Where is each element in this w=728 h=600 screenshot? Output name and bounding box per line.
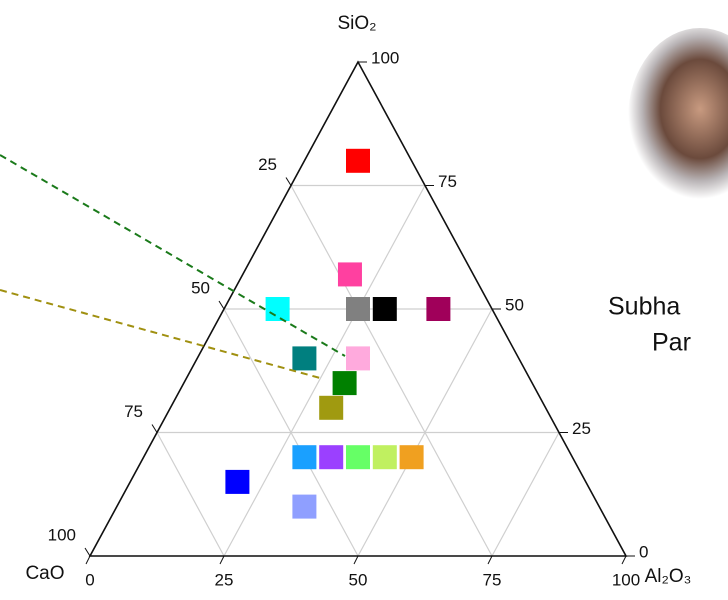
data-point [400, 445, 424, 469]
data-point [225, 470, 249, 494]
tick-label: 75 [483, 570, 502, 589]
grid-line [224, 186, 425, 557]
data-point [266, 297, 290, 321]
data-point [346, 445, 370, 469]
tick-mark [286, 178, 291, 186]
tick-label: 0 [85, 570, 94, 589]
tick-label: 25 [572, 419, 591, 438]
tick-label: 75 [438, 172, 457, 191]
axis-title: SiO₂ [337, 13, 376, 34]
data-point [346, 346, 370, 370]
data-point [333, 371, 357, 395]
caption-line: Subha [608, 293, 680, 321]
data-point [319, 445, 343, 469]
chart: Subha Par 02550751000255075100255075100 … [0, 0, 728, 600]
tick-mark [85, 548, 90, 556]
data-point [292, 495, 316, 519]
tick-mark [86, 556, 90, 564]
tick-label: 100 [612, 570, 640, 589]
tick-label: 100 [371, 48, 399, 67]
tick-mark [488, 556, 492, 564]
tick-label: 50 [191, 278, 210, 297]
data-point [292, 445, 316, 469]
data-point [373, 297, 397, 321]
data-point [426, 297, 450, 321]
tick-mark [622, 556, 626, 564]
tick-mark [219, 301, 224, 309]
tick-label: 0 [639, 542, 648, 561]
data-point [338, 262, 362, 286]
data-point [319, 396, 343, 420]
photo [628, 28, 728, 208]
tick-mark [354, 556, 358, 564]
plot: 0 25 50 75 100 0 25 50 75 100 25 50 75 100 [48, 48, 649, 589]
tick-label: 100 [48, 525, 76, 544]
axis-title: CaO [25, 563, 64, 584]
tick-label: 75 [124, 402, 143, 421]
caption-line: Par [652, 329, 691, 357]
grid-line [291, 186, 492, 557]
tick-label: 50 [505, 295, 524, 314]
tick-mark [220, 556, 224, 564]
grid-line [157, 433, 224, 557]
data-point [373, 445, 397, 469]
data-point [292, 346, 316, 370]
data-point [346, 149, 370, 173]
tick-label: 50 [349, 570, 368, 589]
axis-title: Al₂O₃ [645, 566, 692, 587]
tick-label: 25 [215, 570, 234, 589]
grid-line [492, 433, 559, 557]
data-point [346, 297, 370, 321]
tick-label: 25 [258, 155, 277, 174]
tick-mark [152, 425, 157, 433]
